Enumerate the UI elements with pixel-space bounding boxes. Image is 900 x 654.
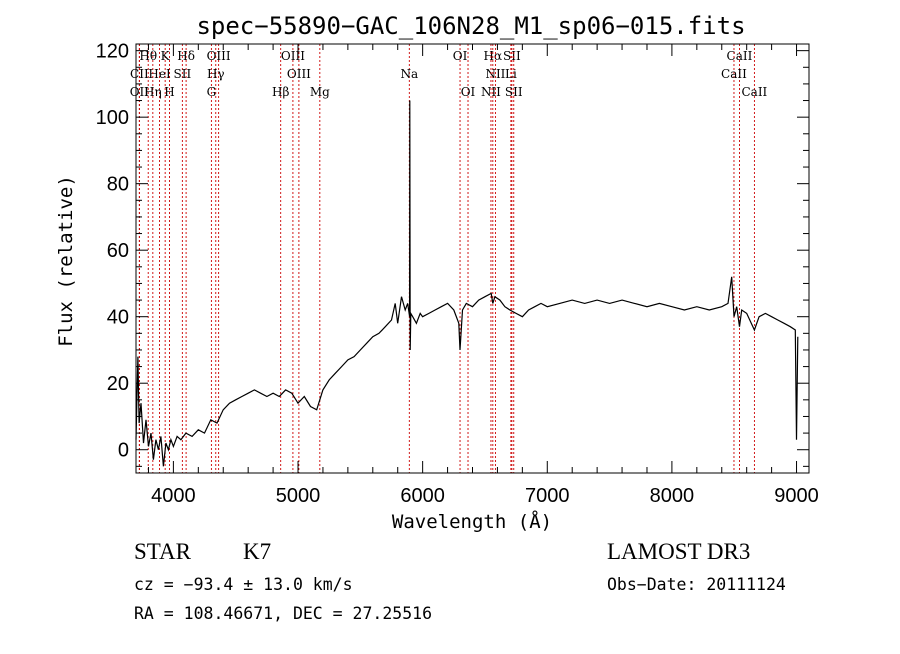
plot-frame [135, 43, 810, 474]
emission-line-label: Na [400, 67, 418, 81]
emission-line-label: Hβ [272, 85, 289, 99]
emission-line-label: Li [505, 67, 517, 81]
emission-line-label: NII [481, 85, 501, 99]
x-tick-label: 9000 [774, 485, 819, 507]
emission-line-label: SII [503, 49, 521, 63]
emission-line-label: SII [505, 85, 523, 99]
object-class: STAR [134, 539, 192, 564]
emission-line-label: SII [174, 67, 192, 81]
y-tick-label: 0 [118, 440, 129, 462]
y-tick-label: 20 [107, 373, 129, 395]
emission-line-label: Hδ [177, 49, 195, 63]
emission-line-label: OI [461, 85, 476, 99]
emission-line-label: H [164, 85, 174, 99]
observation-date: Obs−Date: 20111124 [607, 575, 786, 594]
chart-title: spec−55890−GAC_106N28_M1_sp06−015.fits [196, 12, 745, 40]
emission-line-label: HeI [148, 67, 171, 81]
y-tick-label: 120 [96, 41, 129, 63]
emission-line-label: CaII [727, 49, 753, 63]
emission-line-label: OIII [287, 67, 311, 81]
emission-line-label: Hη [144, 85, 162, 99]
x-tick-label: 6000 [400, 485, 445, 507]
emission-line-label: CaII [721, 67, 747, 81]
emission-line-label: OIII [281, 49, 305, 63]
emission-line-label: OI [453, 49, 468, 63]
emission-line-label: NII [485, 67, 505, 81]
coordinates: RA = 108.46671, DEC = 27.25516 [134, 604, 432, 623]
y-tick-label: 100 [96, 107, 129, 129]
redshift-velocity: cz = −93.4 ± 13.0 km/s [134, 575, 353, 594]
x-tick-label: 5000 [276, 485, 321, 507]
emission-line-label: Mg [310, 85, 330, 99]
y-tick-label: 80 [107, 174, 129, 196]
y-axis-label: Flux (relative) [55, 175, 77, 347]
x-axis-label: Wavelength (Å) [392, 510, 552, 533]
emission-line-label: CaII [741, 85, 767, 99]
emission-line-label: K [161, 49, 171, 63]
x-tick-label: 4000 [151, 485, 196, 507]
axis-ticks: 4000 5000 6000 7000 8000 9000 0 20 40 60 80 100 120 [96, 41, 819, 507]
emission-line-label: OII [130, 85, 150, 99]
emission-line-label: Hα [484, 49, 503, 63]
survey-name: LAMOST DR3 [607, 539, 750, 564]
spectrum-series-line [135, 100, 799, 467]
x-tick-label: 7000 [525, 485, 570, 507]
y-tick-label: 60 [107, 240, 129, 262]
object-subclass: K7 [243, 539, 271, 564]
emission-line-label: G [207, 85, 217, 99]
emission-line-label: Hγ [207, 67, 225, 81]
y-tick-label: 40 [107, 307, 129, 329]
x-tick-label: 8000 [650, 485, 695, 507]
emission-line-label: OIII [207, 49, 231, 63]
